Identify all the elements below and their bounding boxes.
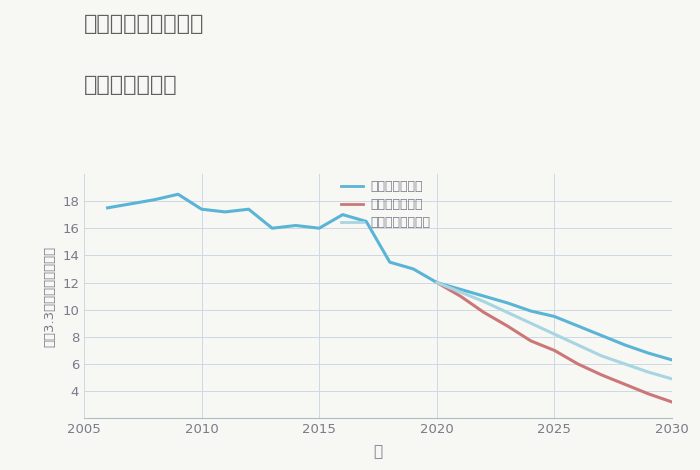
- グッドシナリオ: [597, 333, 606, 338]
- Line: ノーマルシナリオ: ノーマルシナリオ: [437, 282, 672, 379]
- Line: バッドシナリオ: バッドシナリオ: [437, 282, 672, 402]
- バッドシナリオ: [668, 399, 676, 405]
- グッドシナリオ: [574, 323, 582, 329]
- ノーマルシナリオ: [668, 376, 676, 382]
- グッドシナリオ: [526, 308, 535, 314]
- バッドシナリオ: [574, 361, 582, 367]
- グッドシナリオ: [621, 342, 629, 348]
- グッドシナリオ: [127, 201, 135, 207]
- ノーマルシナリオ: [503, 310, 512, 315]
- ノーマルシナリオ: [574, 342, 582, 348]
- グッドシナリオ: [291, 223, 300, 228]
- ノーマルシナリオ: [456, 289, 465, 295]
- X-axis label: 年: 年: [373, 445, 383, 460]
- グッドシナリオ: [197, 206, 206, 212]
- グッドシナリオ: [409, 266, 417, 272]
- グッドシナリオ: [433, 280, 441, 285]
- グッドシナリオ: [550, 313, 559, 319]
- グッドシナリオ: [339, 212, 347, 218]
- グッドシナリオ: [386, 259, 394, 265]
- グッドシナリオ: [480, 293, 488, 299]
- Line: グッドシナリオ: グッドシナリオ: [108, 194, 672, 360]
- ノーマルシナリオ: [621, 361, 629, 367]
- グッドシナリオ: [104, 205, 112, 211]
- グッドシナリオ: [644, 350, 652, 356]
- バッドシナリオ: [597, 372, 606, 378]
- グッドシナリオ: [268, 226, 277, 231]
- バッドシナリオ: [456, 293, 465, 299]
- グッドシナリオ: [503, 300, 512, 306]
- グッドシナリオ: [362, 219, 370, 224]
- ノーマルシナリオ: [480, 299, 488, 305]
- バッドシナリオ: [526, 338, 535, 344]
- バッドシナリオ: [503, 323, 512, 329]
- バッドシナリオ: [621, 382, 629, 387]
- バッドシナリオ: [550, 348, 559, 353]
- グッドシナリオ: [150, 197, 159, 203]
- Text: 千葉県鴨川市大里の: 千葉県鴨川市大里の: [84, 14, 204, 34]
- ノーマルシナリオ: [550, 331, 559, 337]
- グッドシナリオ: [315, 226, 323, 231]
- バッドシナリオ: [433, 280, 441, 285]
- Text: 土地の価格推移: 土地の価格推移: [84, 75, 178, 95]
- グッドシナリオ: [244, 206, 253, 212]
- Legend: グッドシナリオ, バッドシナリオ, ノーマルシナリオ: グッドシナリオ, バッドシナリオ, ノーマルシナリオ: [341, 180, 430, 229]
- バッドシナリオ: [644, 391, 652, 397]
- グッドシナリオ: [456, 287, 465, 292]
- グッドシナリオ: [174, 191, 182, 197]
- バッドシナリオ: [480, 310, 488, 315]
- Y-axis label: 坪（3.3㎡）単価（万円）: 坪（3.3㎡）単価（万円）: [43, 245, 57, 347]
- ノーマルシナリオ: [526, 321, 535, 326]
- グッドシナリオ: [221, 209, 230, 215]
- ノーマルシナリオ: [433, 280, 441, 285]
- ノーマルシナリオ: [597, 353, 606, 359]
- ノーマルシナリオ: [644, 369, 652, 375]
- グッドシナリオ: [668, 357, 676, 363]
